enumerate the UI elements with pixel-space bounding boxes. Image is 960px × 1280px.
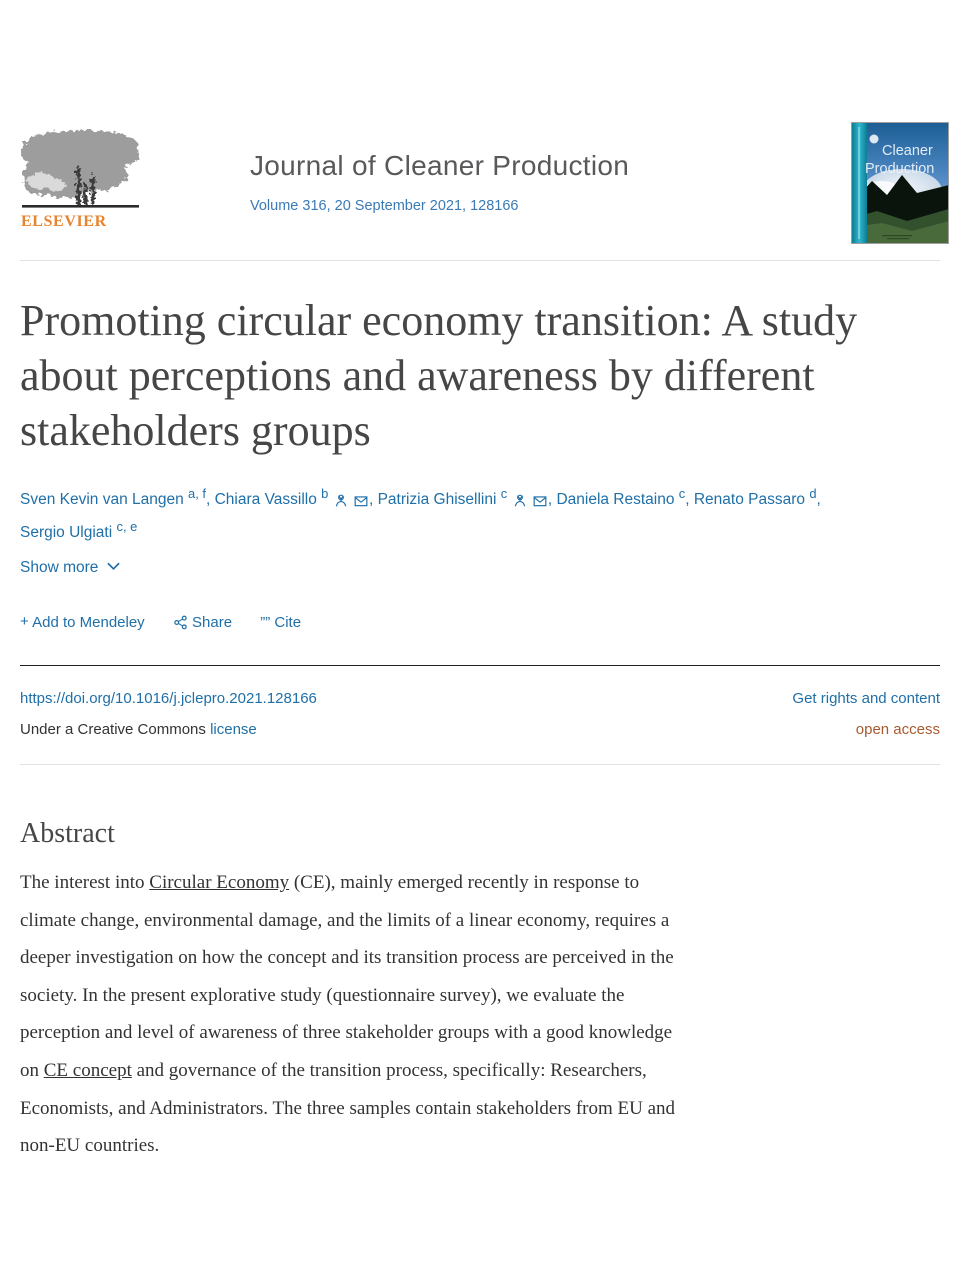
svg-text:Production: Production — [865, 161, 934, 177]
svg-text:Cleaner: Cleaner — [882, 143, 933, 159]
